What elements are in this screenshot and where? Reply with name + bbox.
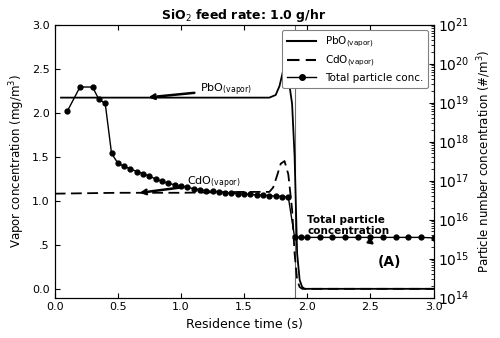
Y-axis label: Particle number concentration (#/m$^3$): Particle number concentration (#/m$^3$) bbox=[476, 49, 493, 273]
Text: Total particle
concentration: Total particle concentration bbox=[307, 215, 390, 243]
Y-axis label: Vapor concentration (mg/m$^3$): Vapor concentration (mg/m$^3$) bbox=[7, 74, 26, 248]
Title: SiO$_2$ feed rate: 1.0 g/hr: SiO$_2$ feed rate: 1.0 g/hr bbox=[162, 7, 327, 24]
X-axis label: Residence time (s): Residence time (s) bbox=[186, 318, 302, 331]
Text: PbO$_{\mathregular{(vapor)}}$: PbO$_{\mathregular{(vapor)}}$ bbox=[151, 81, 252, 99]
Text: (A): (A) bbox=[378, 255, 402, 269]
Text: CdO$_{\mathregular{(vapor)}}$: CdO$_{\mathregular{(vapor)}}$ bbox=[142, 175, 240, 194]
Legend: PbO$_{\mathregular{(vapor)}}$, CdO$_{\mathregular{(vapor)}}$, Total particle con: PbO$_{\mathregular{(vapor)}}$, CdO$_{\ma… bbox=[282, 30, 428, 88]
